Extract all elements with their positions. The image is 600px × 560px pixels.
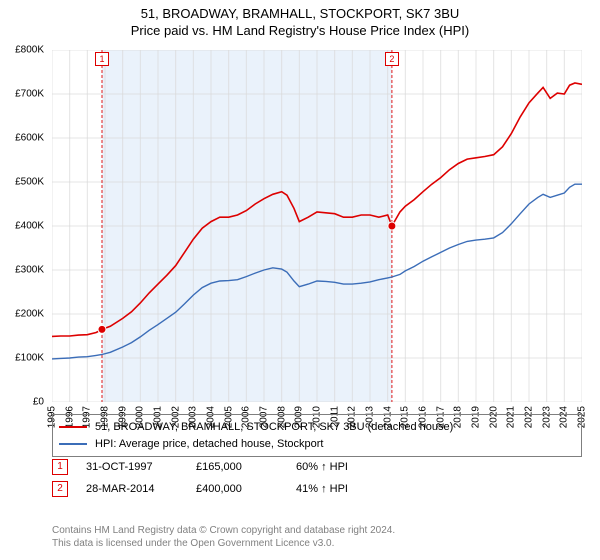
- y-tick-label: £300K: [15, 265, 44, 276]
- sale-price: £165,000: [196, 461, 296, 473]
- legend-swatch: [59, 426, 87, 428]
- chart-container: 51, BROADWAY, BRAMHALL, STOCKPORT, SK7 3…: [0, 0, 600, 560]
- legend-label: HPI: Average price, detached house, Stoc…: [95, 436, 324, 453]
- legend-swatch: [59, 443, 87, 445]
- legend-row: 51, BROADWAY, BRAMHALL, STOCKPORT, SK7 3…: [59, 419, 575, 436]
- y-tick-label: £100K: [15, 353, 44, 364]
- sale-row: 2 28-MAR-2014£400,00041% ↑ HPI: [52, 478, 582, 500]
- y-tick-label: £200K: [15, 309, 44, 320]
- sale-rows: 1 31-OCT-1997£165,00060% ↑ HPI 2 28-MAR-201…: [52, 456, 582, 500]
- chart-svg: [52, 50, 582, 402]
- y-axis-labels: £0£100K£200K£300K£400K£500K£600K£700K£80…: [0, 50, 48, 402]
- x-axis-labels: 1995199619971998199920002001200220032004…: [52, 404, 582, 412]
- sale-marker-1: 1: [95, 52, 109, 66]
- title-block: 51, BROADWAY, BRAMHALL, STOCKPORT, SK7 3…: [0, 0, 600, 38]
- sale-row-marker: 2: [52, 481, 68, 497]
- sale-row: 1 31-OCT-1997£165,00060% ↑ HPI: [52, 456, 582, 478]
- y-tick-label: £800K: [15, 45, 44, 56]
- legend: 51, BROADWAY, BRAMHALL, STOCKPORT, SK7 3…: [52, 414, 582, 457]
- title: 51, BROADWAY, BRAMHALL, STOCKPORT, SK7 3…: [0, 6, 600, 21]
- legend-row: HPI: Average price, detached house, Stoc…: [59, 436, 575, 453]
- y-tick-label: £600K: [15, 133, 44, 144]
- y-tick-label: £400K: [15, 221, 44, 232]
- sale-price: £400,000: [196, 483, 296, 495]
- y-tick-label: £0: [33, 397, 44, 408]
- sale-row-marker: 1: [52, 459, 68, 475]
- footer-line-2: This data is licensed under the Open Gov…: [52, 537, 582, 550]
- sale-pct: 60% ↑ HPI: [296, 461, 416, 473]
- sale-marker-2: 2: [385, 52, 399, 66]
- footer: Contains HM Land Registry data © Crown c…: [52, 524, 582, 550]
- y-tick-label: £700K: [15, 89, 44, 100]
- subtitle: Price paid vs. HM Land Registry's House …: [0, 23, 600, 38]
- footer-line-1: Contains HM Land Registry data © Crown c…: [52, 524, 582, 537]
- plot-area: 12: [52, 50, 582, 402]
- sale-date: 31-OCT-1997: [86, 461, 196, 473]
- legend-label: 51, BROADWAY, BRAMHALL, STOCKPORT, SK7 3…: [95, 419, 453, 436]
- sale-date: 28-MAR-2014: [86, 483, 196, 495]
- y-tick-label: £500K: [15, 177, 44, 188]
- sale-pct: 41% ↑ HPI: [296, 483, 416, 495]
